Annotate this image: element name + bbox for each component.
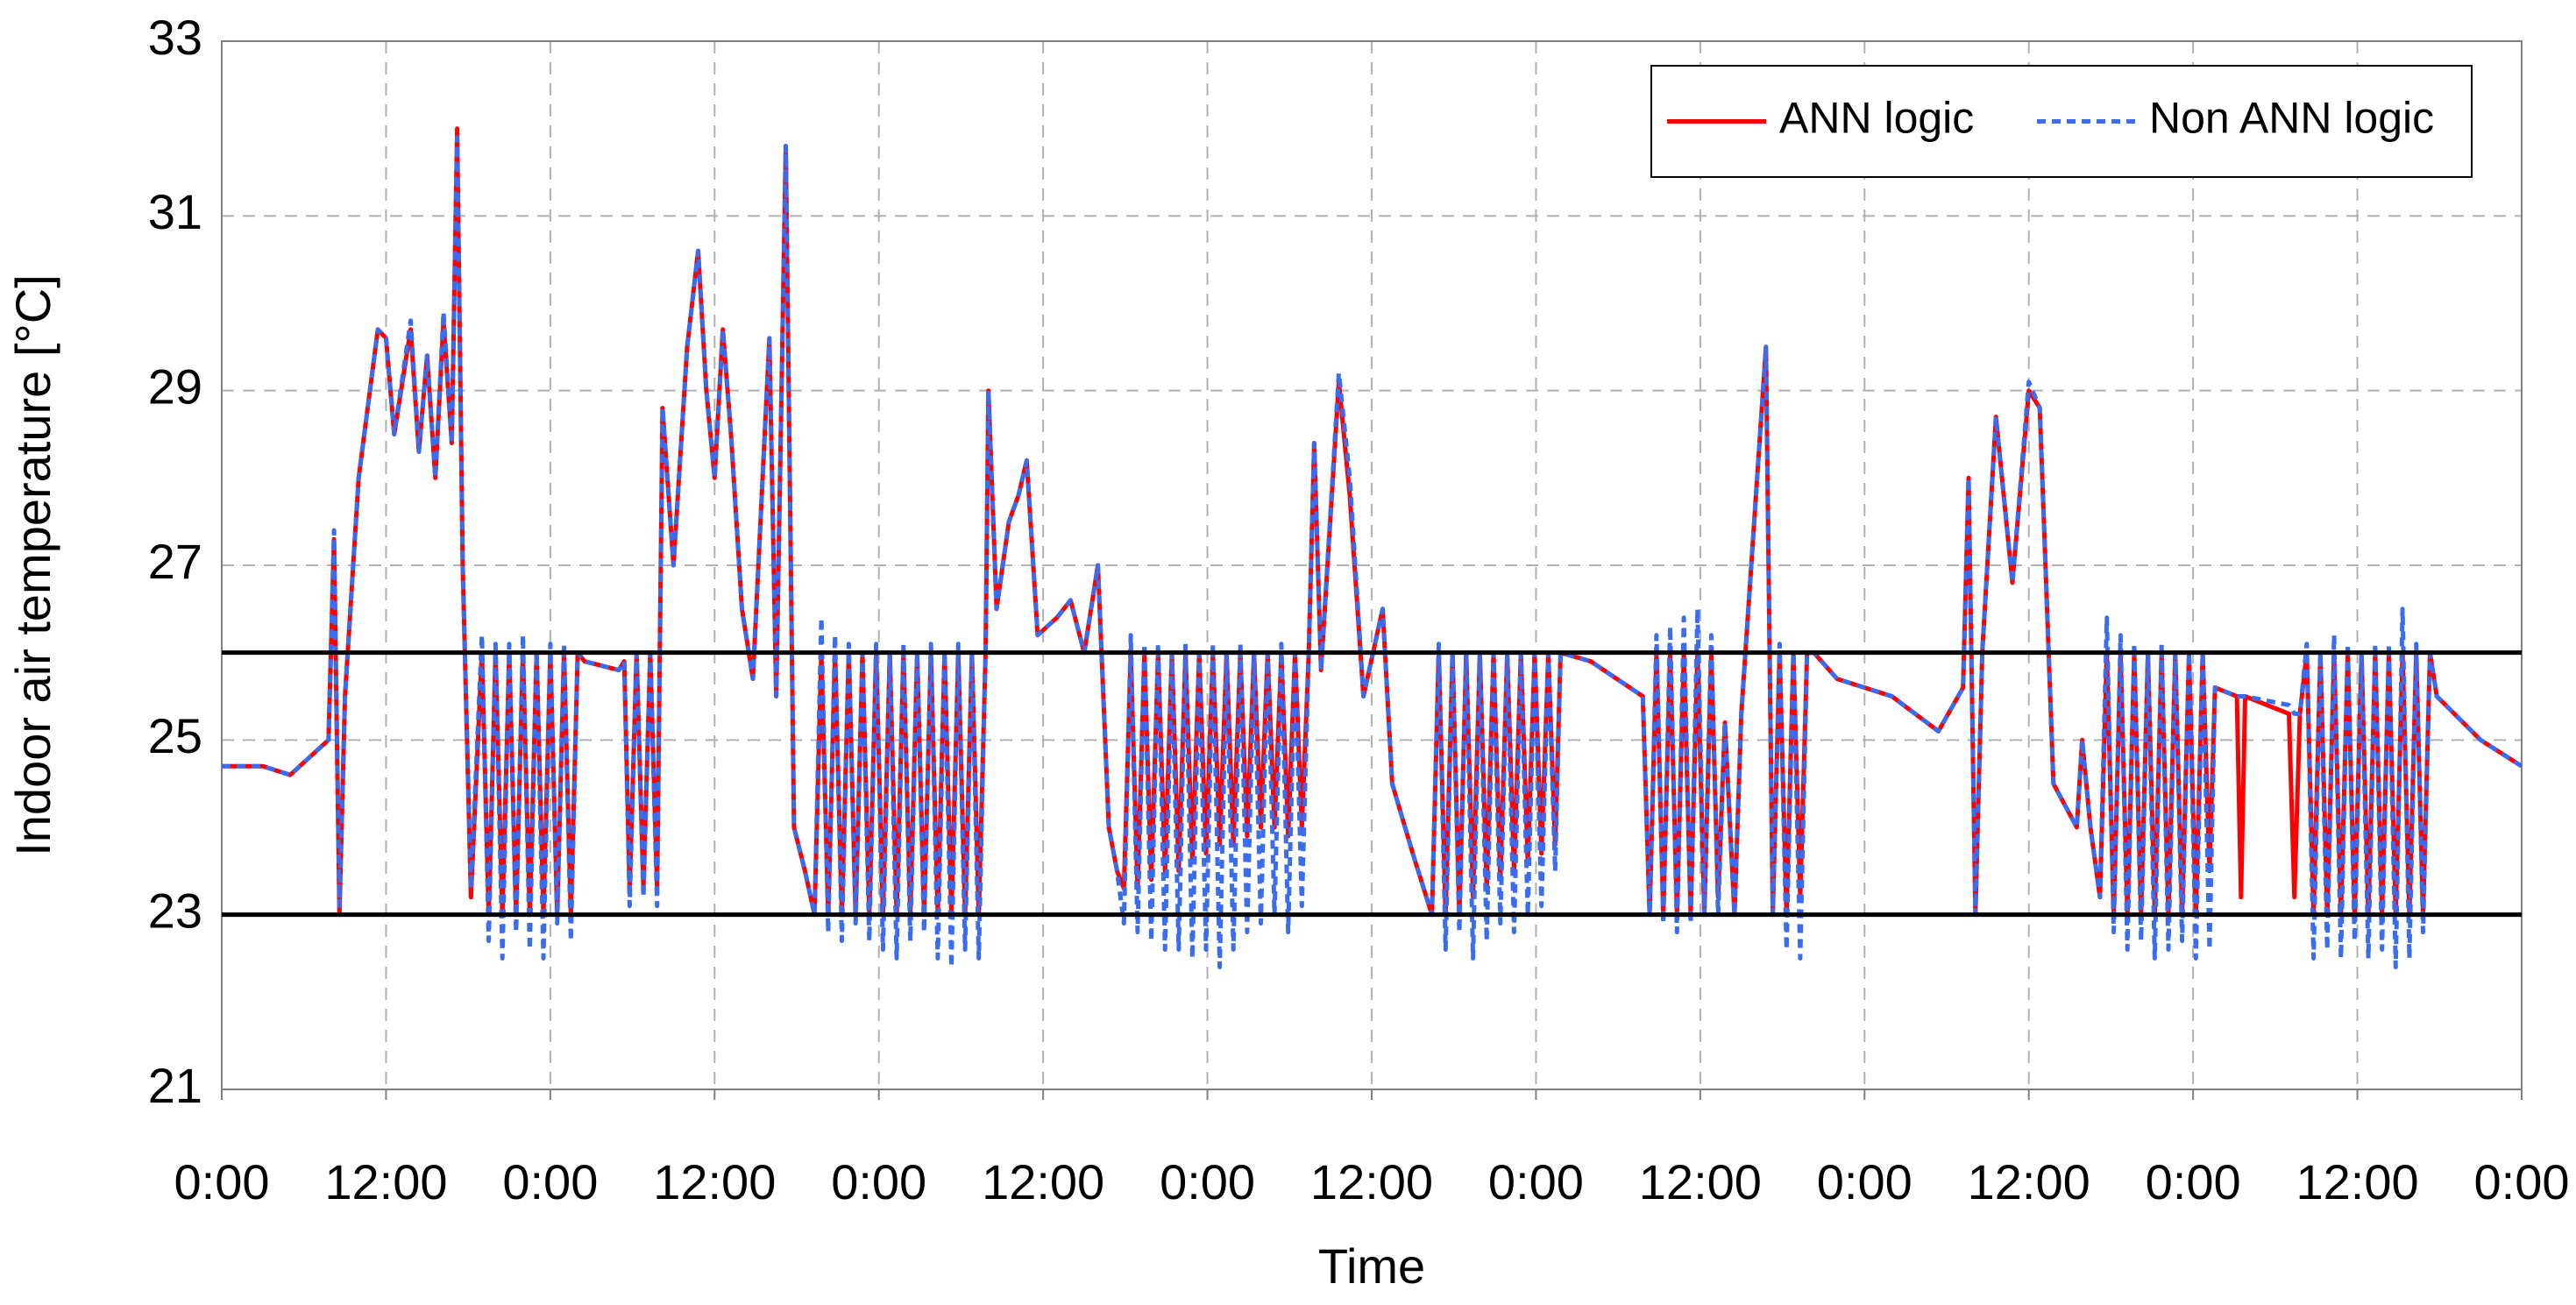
x-tick-label: 0:00	[174, 1154, 270, 1209]
x-tick-label: 12:00	[1968, 1154, 2090, 1209]
x-tick-label: 12:00	[324, 1154, 447, 1209]
x-tick-label: 12:00	[1639, 1154, 1762, 1209]
x-tick-label: 12:00	[653, 1154, 776, 1209]
x-tick-label: 0:00	[831, 1154, 926, 1209]
x-tick-label: 0:00	[1160, 1154, 1255, 1209]
y-tick-label: 21	[148, 1058, 202, 1113]
x-tick-label: 12:00	[1310, 1154, 1433, 1209]
y-tick-label: 33	[148, 10, 202, 65]
x-tick-label: 0:00	[2474, 1154, 2570, 1209]
plot-border	[221, 40, 2523, 1090]
x-tick-label: 0:00	[502, 1154, 598, 1209]
x-tick-label: 12:00	[982, 1154, 1104, 1209]
legend-label: Non ANN logic	[2149, 94, 2434, 143]
y-tick-label: 31	[148, 184, 202, 239]
legend-box	[1650, 65, 2473, 178]
y-axis-title: Indoor air temperature [°C]	[5, 274, 60, 856]
x-axis-title: Time	[1318, 1238, 1425, 1294]
y-tick-label: 25	[148, 708, 202, 763]
x-tick-label: 0:00	[1488, 1154, 1584, 1209]
x-tick-label: 0:00	[2146, 1154, 2241, 1209]
y-tick-label: 23	[148, 883, 202, 938]
x-tick-label: 0:00	[1817, 1154, 1912, 1209]
y-tick-label: 29	[148, 358, 202, 414]
legend-label: ANN logic	[1779, 94, 1974, 143]
y-tick-label: 27	[148, 534, 202, 589]
x-tick-label: 12:00	[2296, 1154, 2419, 1209]
